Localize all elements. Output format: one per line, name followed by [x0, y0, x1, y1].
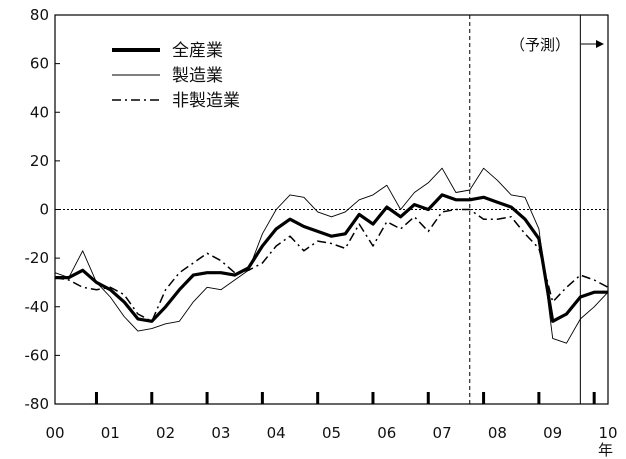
x-tick-label: 06	[377, 424, 396, 442]
x-axis-marker	[371, 392, 375, 404]
x-tick-label: 00	[45, 424, 64, 442]
x-axis-marker	[316, 392, 320, 404]
x-axis-marker	[426, 392, 430, 404]
x-tick-label: 04	[267, 424, 286, 442]
x-tick-label: 10	[598, 424, 617, 442]
legend-label-manufacturing: 製造業	[172, 66, 223, 86]
y-tick-label: 0	[39, 201, 49, 219]
legend: 全産業 製造業 非製造業	[112, 41, 240, 111]
x-tick-label: 03	[211, 424, 230, 442]
x-axis-marker	[94, 392, 98, 404]
forecast-label: （予測）	[510, 36, 570, 54]
x-axis-marker	[260, 392, 264, 404]
series-line-all-industries	[55, 193, 608, 323]
y-axis-ticks: 80 60 40 20 0 -20 -40 -60 -80	[25, 6, 60, 413]
y-tick-label: -80	[25, 395, 50, 413]
y-tick-label: 80	[30, 6, 49, 24]
y-tick-label: 40	[30, 103, 49, 121]
y-tick-label: 60	[30, 55, 49, 73]
x-axis-unit: 年	[598, 441, 613, 459]
x-tick-label: 08	[488, 424, 507, 442]
x-tick-label: 01	[101, 424, 120, 442]
legend-label-non-manufacturing: 非製造業	[172, 91, 240, 111]
x-axis-ticks: 00 01 02 03 04 05 06 07 08 09 10	[45, 424, 617, 442]
axes	[54, 14, 609, 405]
x-axis-marker	[205, 392, 209, 404]
legend-label-all-industries: 全産業	[172, 41, 223, 61]
y-tick-label: -40	[25, 298, 50, 316]
x-tick-label: 09	[543, 424, 562, 442]
x-tick-label: 07	[433, 424, 452, 442]
series-line-non-manufacturing	[54, 208, 609, 323]
x-axis-marker	[150, 392, 154, 404]
x-axis-marker	[537, 392, 541, 404]
y-tick-label: 20	[30, 152, 49, 170]
x-tick-label: 05	[322, 424, 341, 442]
series-line-manufacturing	[54, 167, 609, 344]
series-lines	[54, 167, 609, 344]
y-tick-label: -60	[25, 346, 50, 364]
y-tick-label: -20	[25, 249, 50, 267]
x-tick-label: 02	[156, 424, 175, 442]
forecast-annotation: （予測）	[510, 36, 604, 54]
x-axis-marker	[592, 392, 596, 404]
forecast-arrow-head	[596, 40, 604, 48]
x-axis-marker	[482, 392, 486, 404]
